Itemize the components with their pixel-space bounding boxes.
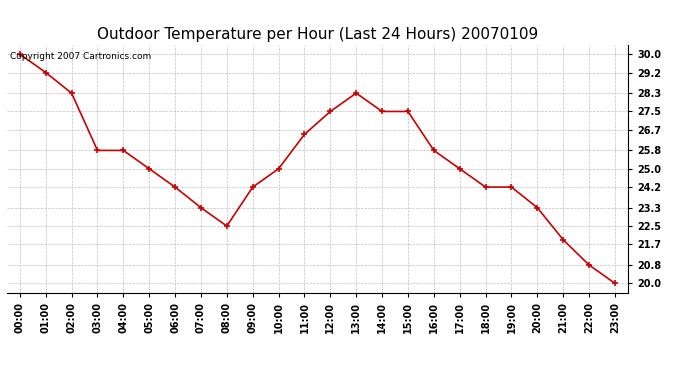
Text: Copyright 2007 Cartronics.com: Copyright 2007 Cartronics.com <box>10 53 151 62</box>
Title: Outdoor Temperature per Hour (Last 24 Hours) 20070109: Outdoor Temperature per Hour (Last 24 Ho… <box>97 27 538 42</box>
